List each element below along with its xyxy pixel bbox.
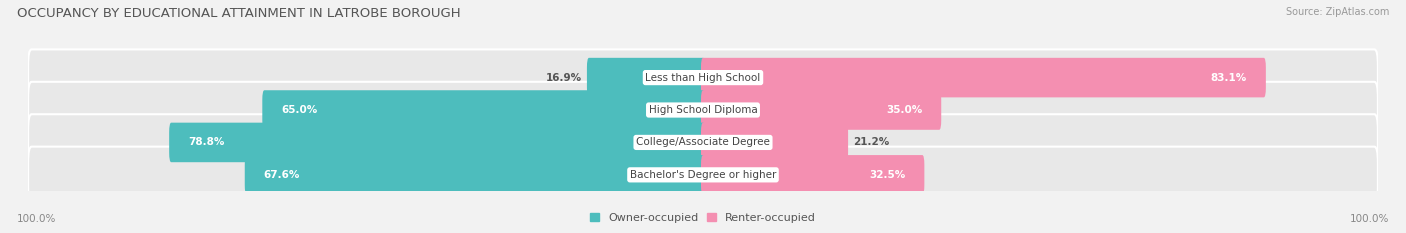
FancyBboxPatch shape — [28, 114, 1378, 171]
Text: 100.0%: 100.0% — [17, 214, 56, 224]
FancyBboxPatch shape — [702, 123, 848, 162]
FancyBboxPatch shape — [28, 49, 1378, 106]
FancyBboxPatch shape — [702, 90, 941, 130]
Text: Bachelor's Degree or higher: Bachelor's Degree or higher — [630, 170, 776, 180]
Text: Less than High School: Less than High School — [645, 73, 761, 83]
FancyBboxPatch shape — [263, 90, 704, 130]
FancyBboxPatch shape — [245, 155, 704, 195]
Text: 78.8%: 78.8% — [188, 137, 225, 147]
Text: 32.5%: 32.5% — [869, 170, 905, 180]
Text: High School Diploma: High School Diploma — [648, 105, 758, 115]
FancyBboxPatch shape — [28, 147, 1378, 203]
Text: Source: ZipAtlas.com: Source: ZipAtlas.com — [1285, 7, 1389, 17]
FancyBboxPatch shape — [586, 58, 704, 97]
Text: 65.0%: 65.0% — [281, 105, 318, 115]
FancyBboxPatch shape — [702, 58, 1265, 97]
Text: 16.9%: 16.9% — [546, 73, 582, 83]
Text: 21.2%: 21.2% — [853, 137, 889, 147]
Text: 83.1%: 83.1% — [1211, 73, 1247, 83]
Text: 35.0%: 35.0% — [886, 105, 922, 115]
Text: 67.6%: 67.6% — [264, 170, 299, 180]
Text: OCCUPANCY BY EDUCATIONAL ATTAINMENT IN LATROBE BOROUGH: OCCUPANCY BY EDUCATIONAL ATTAINMENT IN L… — [17, 7, 461, 20]
Legend: Owner-occupied, Renter-occupied: Owner-occupied, Renter-occupied — [586, 209, 820, 227]
Text: College/Associate Degree: College/Associate Degree — [636, 137, 770, 147]
FancyBboxPatch shape — [169, 123, 704, 162]
FancyBboxPatch shape — [702, 155, 924, 195]
Text: 100.0%: 100.0% — [1350, 214, 1389, 224]
FancyBboxPatch shape — [28, 82, 1378, 138]
